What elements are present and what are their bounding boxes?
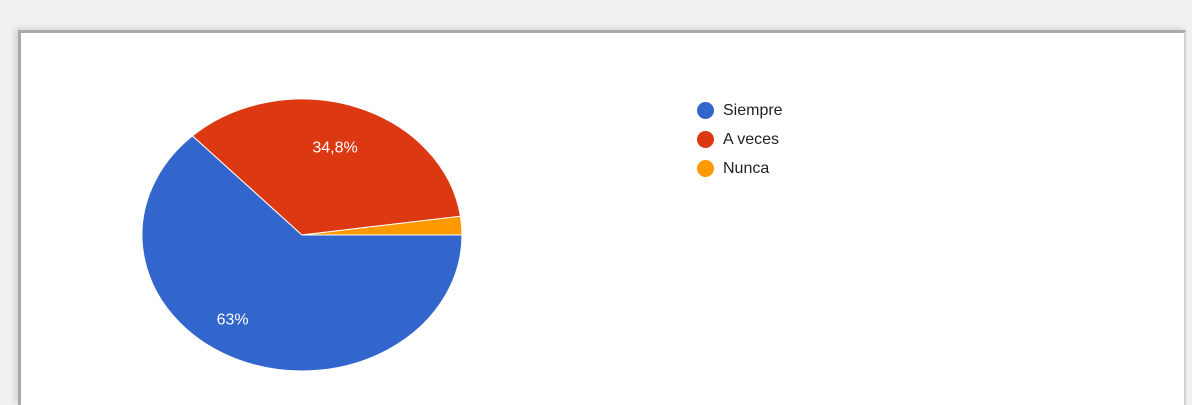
legend-label: A veces (723, 130, 780, 148)
legend-swatch (697, 102, 714, 119)
legend-swatch (697, 131, 714, 148)
legend-item-nunca[interactable]: Nunca (697, 154, 783, 183)
legend-item-a-veces[interactable]: A veces (697, 125, 783, 154)
legend-item-siempre[interactable]: Siempre (697, 96, 783, 125)
pie-slice-siempre[interactable] (141, 135, 463, 372)
legend-swatch (697, 160, 714, 177)
data-label-siempre: 63% (217, 311, 249, 328)
pie-chart: 63% 34,8% (141, 98, 463, 372)
legend-label: Siempre (723, 101, 783, 119)
pie-slice-nunca[interactable] (301, 215, 463, 236)
chart-legend: Siempre A veces Nunca (697, 96, 783, 183)
data-label-a-veces: 34,8% (312, 139, 357, 156)
chart-card: 63% 34,8% Siempre A veces Nunca (18, 30, 1186, 405)
pie-slice-a-veces[interactable] (191, 98, 462, 236)
legend-label: Nunca (723, 159, 770, 177)
